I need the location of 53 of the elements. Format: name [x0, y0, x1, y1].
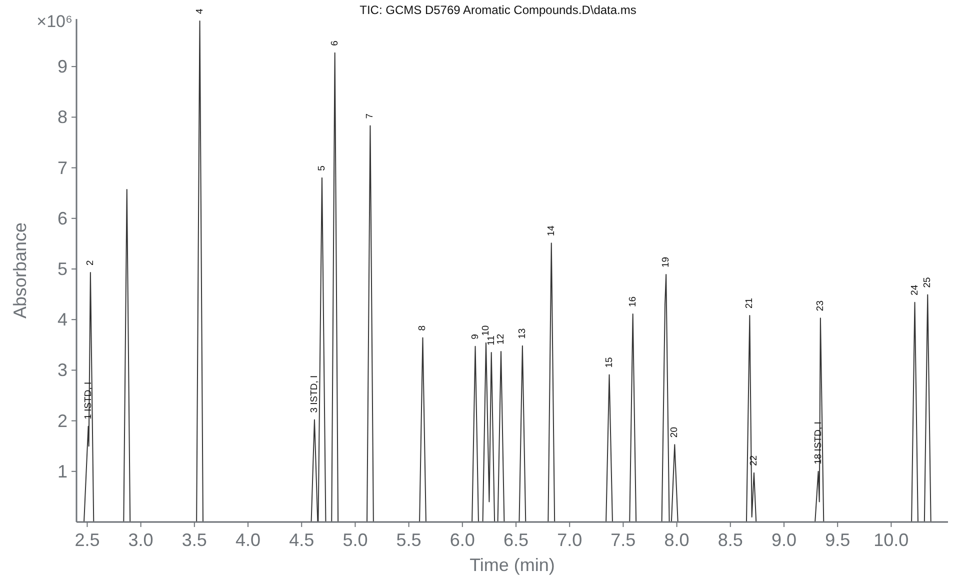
annotation: 24	[909, 284, 920, 296]
x-tick-label: 4.0	[235, 530, 261, 550]
annotation: 10	[480, 325, 492, 336]
annotation: 18 ISTD, I	[812, 422, 824, 464]
y-tick-label: 4	[57, 310, 68, 330]
x-tick-label: 3.0	[128, 530, 154, 550]
y-tick-label: 8	[57, 107, 68, 128]
x-axis-title: Time (min)	[470, 555, 555, 575]
y-tick-label: 1	[57, 461, 68, 482]
x-tick-label: 5.0	[342, 530, 368, 550]
x-tick-label: 6.0	[450, 530, 475, 550]
annotation: 15	[604, 357, 615, 368]
annotation: 9	[470, 334, 481, 340]
x-tick-label: 4.5	[289, 530, 314, 550]
x-tick-label: 7.0	[557, 530, 582, 550]
annotation: 2	[84, 260, 96, 266]
y-tick-label: 5	[57, 258, 68, 279]
annotation: 11	[486, 336, 497, 346]
x-tick-label: 10.0	[874, 530, 909, 550]
x-tick-label: 5.5	[396, 530, 422, 550]
annotation: 7	[364, 113, 376, 119]
annotation: 19	[660, 256, 672, 268]
x-tick-label: 8.0	[664, 530, 690, 550]
annotation: 23	[814, 300, 826, 312]
x-tick-label: 3.5	[182, 530, 207, 550]
annotation: 1 ISTD, I	[82, 382, 94, 420]
x-tick-label: 9.0	[771, 530, 797, 550]
annotation: 20	[669, 427, 680, 438]
annotation: 12	[495, 334, 506, 344]
annotation: 25	[922, 277, 934, 288]
annotation: 8	[417, 326, 428, 331]
x-tick-label: 8.5	[718, 530, 743, 550]
annotation: 16	[627, 296, 638, 308]
y-tick-label: 7	[57, 158, 68, 178]
y-tick-label: 9	[57, 56, 68, 77]
y-axis-title: Absorbance	[10, 222, 30, 319]
annotation: 14	[546, 226, 557, 236]
y-tick-label: 2	[57, 410, 68, 431]
annotation: 13	[516, 328, 528, 339]
annotation: 5	[316, 166, 328, 171]
annotation: 22	[748, 455, 760, 466]
x-tick-label: 9.5	[825, 530, 850, 550]
annotation: 6	[329, 40, 340, 46]
annotation: 21	[744, 298, 756, 309]
y-tick-label: 6	[57, 208, 68, 228]
x-tick-label: 7.5	[610, 530, 636, 550]
annotation: 4	[194, 8, 206, 14]
chart-title: TIC: GCMS D5769 Aromatic Compounds.D\data.ms	[360, 3, 636, 17]
text: ×10⁶	[36, 12, 72, 31]
annotation: 3 ISTD, I	[308, 375, 320, 413]
x-tick-label: 6.5	[503, 530, 529, 550]
y-tick-label: 3	[57, 360, 68, 380]
x-tick-label: 2.5	[74, 530, 100, 550]
